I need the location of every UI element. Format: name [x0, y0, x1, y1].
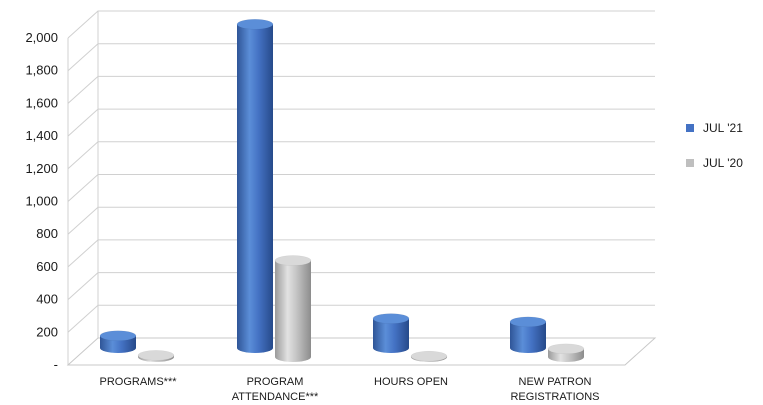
legend-item: JUL '20	[686, 156, 743, 170]
y-tick-label: -	[54, 357, 58, 372]
legend: JUL '21 JUL '20	[686, 121, 743, 170]
x-category-label: NEW PATRON	[519, 376, 592, 388]
bar-body	[275, 260, 311, 362]
y-axis-ticks: - 200 400 600 800 1,000 1,200 1,400 1,600 1,800 2,…	[25, 30, 58, 372]
bar-top	[274, 255, 312, 266]
bar-top	[99, 330, 137, 341]
x-category-label: PROGRAM	[247, 376, 304, 388]
gridline	[67, 239, 655, 268]
legend-label: JUL '21	[703, 121, 743, 135]
y-tick-label: 1,400	[25, 128, 58, 143]
legend-swatch	[686, 124, 694, 132]
bar-jul20	[274, 255, 312, 362]
y-tick-label: 600	[36, 259, 58, 274]
bar-jul21	[372, 313, 410, 353]
bar-top	[236, 19, 274, 30]
chart-walls	[66, 11, 657, 366]
bar-top	[410, 350, 448, 362]
gridline	[67, 272, 655, 300]
bar-jul20	[137, 350, 175, 362]
bar-body	[373, 318, 409, 353]
bars	[99, 19, 585, 362]
gridlines	[67, 10, 655, 333]
legend-item: JUL '21	[686, 121, 743, 135]
bar-body	[237, 24, 273, 354]
y-tick-label: 200	[36, 324, 58, 339]
gridline	[67, 206, 655, 235]
bar-body	[510, 321, 546, 353]
x-category-label: ATTENDANCE***	[232, 391, 319, 403]
y-tick-label: 1,000	[25, 194, 58, 209]
y-tick-label: 1,800	[25, 63, 58, 78]
x-category-label: REGISTRATIONS	[510, 391, 599, 403]
y-tick-label: 1,600	[25, 95, 58, 110]
bar-jul21	[509, 316, 547, 353]
x-category-label: HOURS OPEN	[374, 376, 448, 388]
gridline	[67, 108, 655, 137]
y-tick-label: 800	[36, 226, 58, 241]
gridline	[67, 75, 655, 104]
gridline	[67, 10, 655, 39]
bar-jul21	[236, 19, 274, 354]
chart-floor	[66, 337, 657, 366]
bar-top	[137, 350, 175, 361]
y-tick-label: 1,200	[25, 161, 58, 176]
bar-jul21	[99, 330, 137, 353]
bar-top	[547, 343, 585, 355]
legend-label: JUL '20	[703, 156, 743, 170]
legend-swatch	[686, 159, 694, 167]
bar-top	[372, 313, 410, 324]
x-axis-labels: PROGRAMS*** PROGRAM ATTENDANCE*** HOURS OPE…	[99, 376, 599, 403]
gridline	[67, 43, 655, 72]
gridline	[67, 141, 655, 170]
bar-top	[509, 316, 547, 328]
gridline	[67, 174, 655, 202]
gridline	[67, 304, 655, 333]
x-category-label: PROGRAMS***	[99, 376, 177, 388]
y-tick-label: 400	[36, 292, 58, 307]
y-tick-label: 2,000	[25, 30, 58, 45]
bar-jul20	[410, 350, 448, 362]
bar-jul20	[547, 343, 585, 362]
